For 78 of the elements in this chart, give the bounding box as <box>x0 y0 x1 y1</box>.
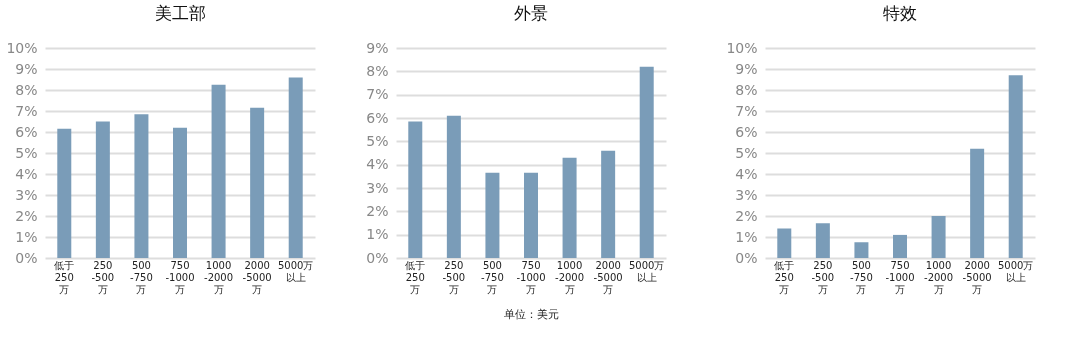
y-tick-label: 3% <box>15 186 38 203</box>
text: 单位：美元 <box>504 307 559 321</box>
x-tick-label: 500 -750 万 <box>850 259 873 295</box>
x-tick-label: 5000万以上 <box>997 259 1034 283</box>
x-tick-label: 750 -1000 万 <box>885 259 915 295</box>
x-tick-label: 低于 250 万 <box>774 259 795 295</box>
chart-title: 外景 <box>514 3 548 23</box>
x-tick-label: 2000 -5000 万 <box>962 259 992 295</box>
bar <box>815 223 830 258</box>
x-tick-label: 2000 -5000 万 <box>242 259 272 295</box>
y-tick-label: 2% <box>15 207 38 224</box>
bar <box>446 115 461 258</box>
y-tick-label: 7% <box>366 86 389 103</box>
x-tick-label: 250 -500 万 <box>811 259 835 295</box>
bar <box>408 121 423 258</box>
bar <box>173 127 187 258</box>
y-tick-label: 6% <box>15 123 38 140</box>
x-tick-label: 1000 -2000 万 <box>555 259 585 295</box>
y-tick-label: 6% <box>735 123 758 140</box>
y-tick-label: 9% <box>15 60 38 77</box>
y-tick-label: 1% <box>15 228 38 245</box>
x-tick-label: 750 -1000 万 <box>516 259 546 295</box>
bar <box>777 228 792 258</box>
x-tick-label: 1000 -2000 万 <box>924 259 954 295</box>
x-tick-label: 500 -750 万 <box>481 259 504 295</box>
bar <box>601 150 616 258</box>
x-tick-label: 2000 -5000 万 <box>593 259 623 295</box>
bar <box>250 107 265 258</box>
y-tick-label: 5% <box>735 144 758 161</box>
bar <box>970 148 985 258</box>
y-tick-label: 7% <box>15 102 38 119</box>
y-tick-label: 2% <box>366 202 389 219</box>
y-tick-label: 4% <box>15 165 38 182</box>
bar <box>931 216 946 258</box>
bar <box>288 77 303 258</box>
y-tick-label: 10% <box>726 39 758 56</box>
y-tick-label: 8% <box>735 81 758 98</box>
y-tick-label: 6% <box>366 109 389 126</box>
bar <box>485 172 500 258</box>
x-tick-label: 5000万以上 <box>628 259 665 283</box>
bar <box>134 114 149 258</box>
bar <box>95 121 110 258</box>
bar <box>211 84 226 258</box>
y-tick-label: 1% <box>735 228 758 245</box>
bar <box>893 234 907 258</box>
y-tick-label: 5% <box>15 144 38 161</box>
y-tick-label: 5% <box>366 132 389 149</box>
y-tick-label: 4% <box>366 156 389 173</box>
x-tick-label: 低于 250 万 <box>405 259 426 295</box>
y-tick-label: 9% <box>366 39 389 56</box>
y-tick-label: 10% <box>6 39 38 56</box>
y-tick-label: 3% <box>366 179 389 196</box>
y-tick-label: 2% <box>735 207 758 224</box>
x-tick-label: 750 -1000 万 <box>165 259 195 295</box>
y-tick-label: 4% <box>735 165 758 182</box>
y-tick-label: 8% <box>366 62 389 79</box>
y-tick-label: 0% <box>366 249 389 266</box>
chart-title: 特效 <box>883 3 917 23</box>
x-tick-label: 250 -500 万 <box>91 259 115 295</box>
y-tick-label: 8% <box>15 81 38 98</box>
x-tick-label: 250 -500 万 <box>442 259 466 295</box>
chart-title: 美工部 <box>154 3 206 23</box>
bar <box>1008 75 1023 258</box>
bar <box>524 172 538 258</box>
x-tick-label: 5000万以上 <box>277 259 314 283</box>
x-tick-label: 低于 250 万 <box>54 259 75 295</box>
y-tick-label: 0% <box>735 249 758 266</box>
y-tick-label: 3% <box>735 186 758 203</box>
y-tick-label: 1% <box>366 226 389 243</box>
bar <box>639 66 654 258</box>
y-tick-label: 9% <box>735 60 758 77</box>
x-tick-label: 1000 -2000 万 <box>204 259 234 295</box>
x-tick-label: 500 -750 万 <box>130 259 153 295</box>
bar <box>57 128 72 258</box>
bar <box>562 157 577 258</box>
y-tick-label: 0% <box>15 249 38 266</box>
bar <box>854 242 869 258</box>
y-tick-label: 7% <box>735 102 758 119</box>
